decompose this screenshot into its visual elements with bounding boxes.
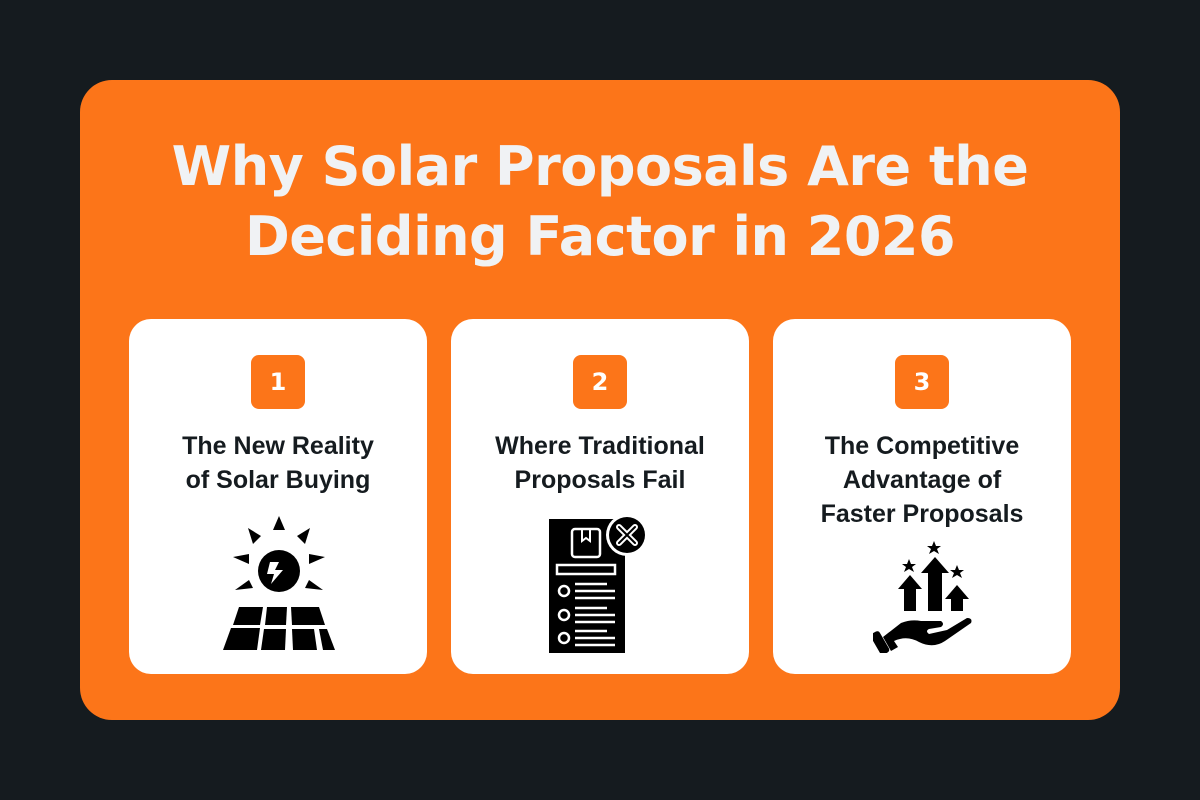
card-title-line: of Solar Buying (185, 466, 371, 494)
title-line-2: Deciding Factor in 2026 (244, 205, 956, 268)
solar-panel-icon (223, 516, 335, 650)
card-title-line: Faster Proposals (820, 500, 1024, 528)
page-title: Why Solar Proposals Are the Deciding Fac… (80, 132, 1120, 272)
rejected-document-icon (549, 514, 648, 653)
card-new-reality: 1 The New Reality of Solar Buying (129, 319, 427, 674)
card-title-line: Advantage of (842, 466, 1002, 494)
card-traditional-proposals: 2 Where Traditional Proposals Fail (451, 319, 749, 674)
card-competitive-advantage: 3 The Competitive Advantage of Faster Pr… (773, 319, 1071, 674)
title-line-1: Why Solar Proposals Are the (171, 135, 1029, 198)
step-badge: 1 (251, 355, 305, 409)
card-title-line: The New Reality (182, 432, 374, 460)
card-title: The New Reality of Solar Buying (129, 429, 427, 497)
growth-hand-icon (873, 541, 972, 653)
card-title: Where Traditional Proposals Fail (451, 429, 749, 497)
card-title-line: The Competitive (824, 432, 1020, 460)
card-title-line: Proposals Fail (514, 466, 686, 494)
card-title-line: Where Traditional (495, 432, 705, 460)
card-title: The Competitive Advantage of Faster Prop… (773, 429, 1071, 531)
step-badge: 2 (573, 355, 627, 409)
step-badge: 3 (895, 355, 949, 409)
infographic-panel: Why Solar Proposals Are the Deciding Fac… (80, 80, 1120, 720)
